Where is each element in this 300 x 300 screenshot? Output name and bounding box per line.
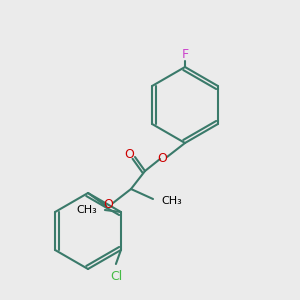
Text: O: O [157,152,167,166]
Text: F: F [182,48,189,61]
Text: Cl: Cl [110,270,122,283]
Text: CH₃: CH₃ [76,205,97,215]
Text: O: O [103,199,113,212]
Text: O: O [124,148,134,161]
Text: CH₃: CH₃ [161,196,182,206]
